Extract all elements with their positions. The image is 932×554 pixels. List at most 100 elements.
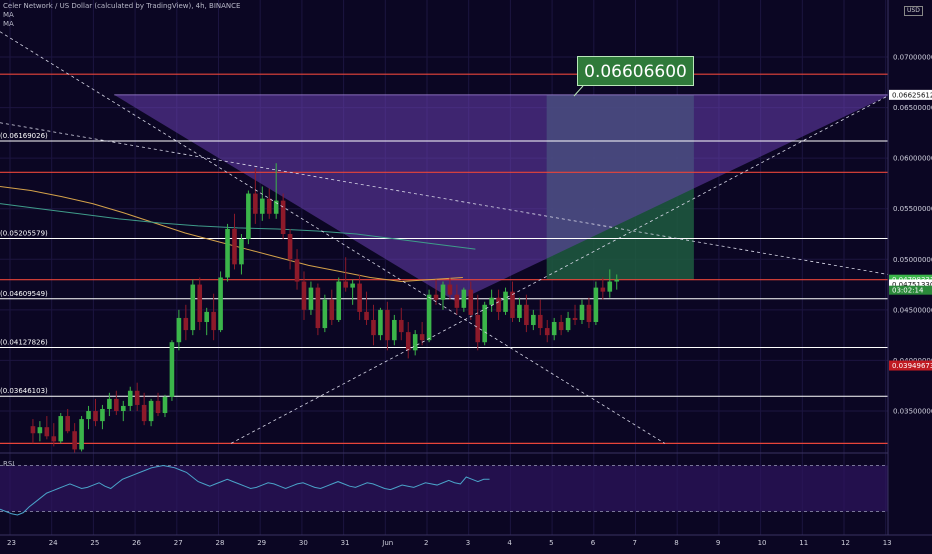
- level-label: (0.03646103): [0, 387, 48, 395]
- rsi-pane: RSI80.0060.0040.0020.00: [0, 451, 932, 528]
- time-tick-label: 31: [341, 539, 350, 547]
- candle-body: [259, 198, 265, 214]
- ma-legend-1[interactable]: MA: [3, 11, 14, 19]
- drawings-overlay: [0, 31, 891, 444]
- candle-body: [287, 234, 293, 260]
- candle-body: [419, 334, 425, 341]
- price-label-box: [889, 360, 932, 371]
- time-tick-label: 26: [132, 539, 141, 547]
- time-tick-label: 6: [591, 539, 596, 547]
- price-label: 0.06625612: [892, 91, 932, 99]
- candle-body: [246, 193, 251, 240]
- time-tick-label: 4: [507, 539, 512, 547]
- candle-body: [524, 304, 529, 326]
- time-tick-label: 5: [549, 539, 553, 547]
- candle-body: [586, 304, 592, 322]
- price-label-box: [889, 89, 932, 100]
- time-tick-label: 3: [466, 539, 470, 547]
- candle-body: [190, 284, 196, 331]
- candle-body: [58, 416, 64, 442]
- candle-body: [600, 287, 606, 292]
- candle-body: [253, 193, 258, 214]
- time-tick-label: 13: [883, 539, 892, 547]
- price-tick-label: 0.04500000: [893, 306, 932, 314]
- time-tick-label: 25: [90, 539, 99, 547]
- horizontal-levels: (0.06169026) (0.05205579) (0.04609549) (0.0…: [0, 73, 888, 444]
- candle-body: [398, 319, 404, 333]
- candle-body: [127, 390, 133, 406]
- candle-body: [294, 259, 300, 282]
- candle-body: [482, 304, 487, 343]
- price-label: 0.03949673: [892, 362, 932, 370]
- price-tick-label: 0.06500000: [893, 104, 932, 112]
- drawings-fills: [114, 94, 890, 302]
- descending-trendline: [0, 31, 665, 444]
- candle-body: [301, 281, 307, 310]
- time-tick-label: 28: [216, 539, 225, 547]
- candle-body: [141, 404, 147, 422]
- price-label: 0.04751330: [892, 281, 932, 289]
- price-tick-label: 0.06000000: [893, 155, 932, 163]
- candle-body: [496, 297, 501, 312]
- candle-body: [204, 311, 209, 322]
- candle-body: [558, 321, 564, 331]
- time-tick-label: 29: [257, 539, 266, 547]
- candle-body: [134, 390, 140, 405]
- candle-body: [433, 294, 439, 300]
- moving-averages: [0, 185, 476, 283]
- ascending-trendline: [230, 94, 891, 444]
- level-label: (0.05205579): [0, 229, 48, 237]
- candle-body: [169, 342, 175, 397]
- candle-body: [517, 304, 522, 318]
- candle-body: [607, 281, 613, 292]
- candle-body: [51, 436, 57, 442]
- candle-body: [315, 287, 321, 329]
- candle-body: [572, 317, 578, 320]
- candle-body: [280, 200, 286, 234]
- price-label-box: [889, 279, 932, 290]
- candle-body: [218, 277, 223, 331]
- ma-legend-2[interactable]: MA: [3, 20, 14, 28]
- candle-body: [440, 284, 446, 300]
- candle-body: [461, 289, 467, 308]
- candle-body: [30, 426, 36, 434]
- candle-body: [468, 289, 474, 315]
- candle-body: [385, 309, 390, 341]
- candle-body: [162, 396, 168, 414]
- candle-body: [239, 239, 244, 265]
- candle-body: [357, 283, 362, 312]
- candle-body: [273, 200, 279, 214]
- candle-body: [544, 328, 550, 336]
- candle-body: [475, 314, 481, 343]
- candle-body: [343, 281, 348, 288]
- candle-body: [503, 291, 508, 312]
- currency-badge[interactable]: USD: [904, 6, 923, 16]
- level-label: (0.04609549): [0, 290, 48, 298]
- candle-body: [225, 228, 230, 278]
- candle-body: [593, 287, 599, 322]
- candle-body: [565, 317, 571, 331]
- candle-body: [426, 294, 432, 341]
- candle-body: [79, 419, 84, 450]
- candle-body: [551, 321, 557, 336]
- countdown-label: 03:02:14: [892, 287, 924, 295]
- time-tick-label: Jun: [381, 539, 393, 547]
- candle-body: [266, 198, 272, 214]
- rsi-label: RSI: [3, 460, 14, 468]
- time-tick-label: 23: [7, 539, 16, 547]
- callout-pointer: [573, 85, 584, 97]
- candle-body: [120, 405, 126, 411]
- candle-body: [336, 281, 342, 320]
- time-tick-label: 10: [758, 539, 767, 547]
- moving-average-line: [0, 203, 476, 250]
- candle-body: [37, 427, 43, 434]
- time-tick-label: 8: [674, 539, 678, 547]
- candle-body: [392, 319, 397, 341]
- time-tick-label: 30: [299, 539, 308, 547]
- time-tick-label: 11: [799, 539, 808, 547]
- candle-body: [86, 411, 91, 420]
- candle-body: [93, 411, 98, 422]
- candle-body: [114, 398, 119, 411]
